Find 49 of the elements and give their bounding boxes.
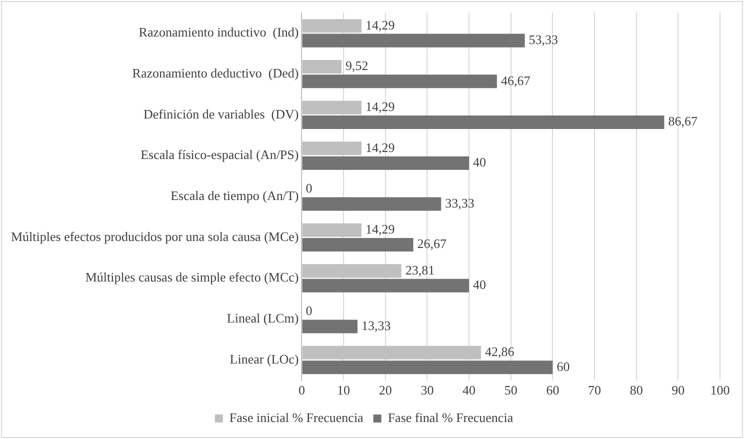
y-tick-label: Razonamiento inductivo (Ind) — [138, 24, 299, 40]
bar — [302, 360, 553, 374]
y-tick-label: Lineal (LCm) — [226, 310, 299, 326]
y-tick-label: Múltiples causas de simple efecto (MCc) — [85, 270, 299, 285]
bar — [302, 197, 442, 211]
x-tick-label: 70 — [588, 382, 602, 398]
bar — [302, 320, 358, 334]
bar — [302, 238, 414, 252]
data-label: 0 — [306, 180, 312, 196]
data-label: 33,33 — [445, 195, 474, 210]
y-tick-label: Múltiples efectos producidos por una sola causa (MCe) — [11, 228, 299, 244]
legend-label: Fase final % Frecuencia — [388, 410, 514, 425]
y-tick-label: Definición de variables (DV) — [144, 106, 299, 122]
y-tick-label: Escala físico-espacial (An/PS) — [140, 147, 299, 162]
bar — [302, 156, 470, 170]
data-label: 14,29 — [366, 98, 395, 114]
x-tick-label: 20 — [378, 382, 392, 398]
y-tick-label: Linear (LOc) — [230, 351, 299, 366]
x-tick-label: 60 — [546, 382, 560, 398]
bar — [302, 116, 664, 130]
bar — [302, 74, 497, 88]
x-tick-label: 50 — [504, 382, 518, 398]
data-label: 53,33 — [528, 32, 558, 47]
x-tick-label: 30 — [420, 382, 434, 398]
x-tick-label: 80 — [630, 382, 643, 398]
x-tick-label: 10 — [337, 382, 350, 398]
data-label: 14,29 — [366, 222, 395, 237]
data-label: 9,52 — [346, 58, 368, 74]
data-label: 42,86 — [485, 344, 515, 360]
bar — [302, 34, 525, 48]
legend-label: Fase inicial % Frecuencia — [229, 410, 364, 425]
x-tick-label: 40 — [462, 382, 476, 398]
data-label: 0 — [306, 303, 312, 318]
x-tick-label: 0 — [298, 382, 305, 398]
x-tick-label: 100 — [710, 382, 730, 398]
data-label: 40 — [473, 154, 486, 170]
data-label: 23,81 — [405, 262, 435, 278]
data-label: 60 — [556, 358, 570, 374]
data-label: 46,67 — [500, 72, 531, 88]
data-label: 14,29 — [366, 140, 395, 155]
y-tick-label: Razonamiento deductivo (Ded) — [132, 65, 299, 80]
data-label: 13,33 — [361, 318, 391, 333]
data-label: 86,67 — [668, 114, 698, 129]
data-label: 40 — [473, 277, 486, 292]
data-label: 26,67 — [417, 236, 448, 252]
bar — [302, 278, 470, 292]
x-tick-label: 90 — [672, 382, 685, 398]
y-tick-label: Escala de tiempo (An/T) — [170, 188, 299, 204]
data-label: 14,29 — [366, 17, 395, 32]
